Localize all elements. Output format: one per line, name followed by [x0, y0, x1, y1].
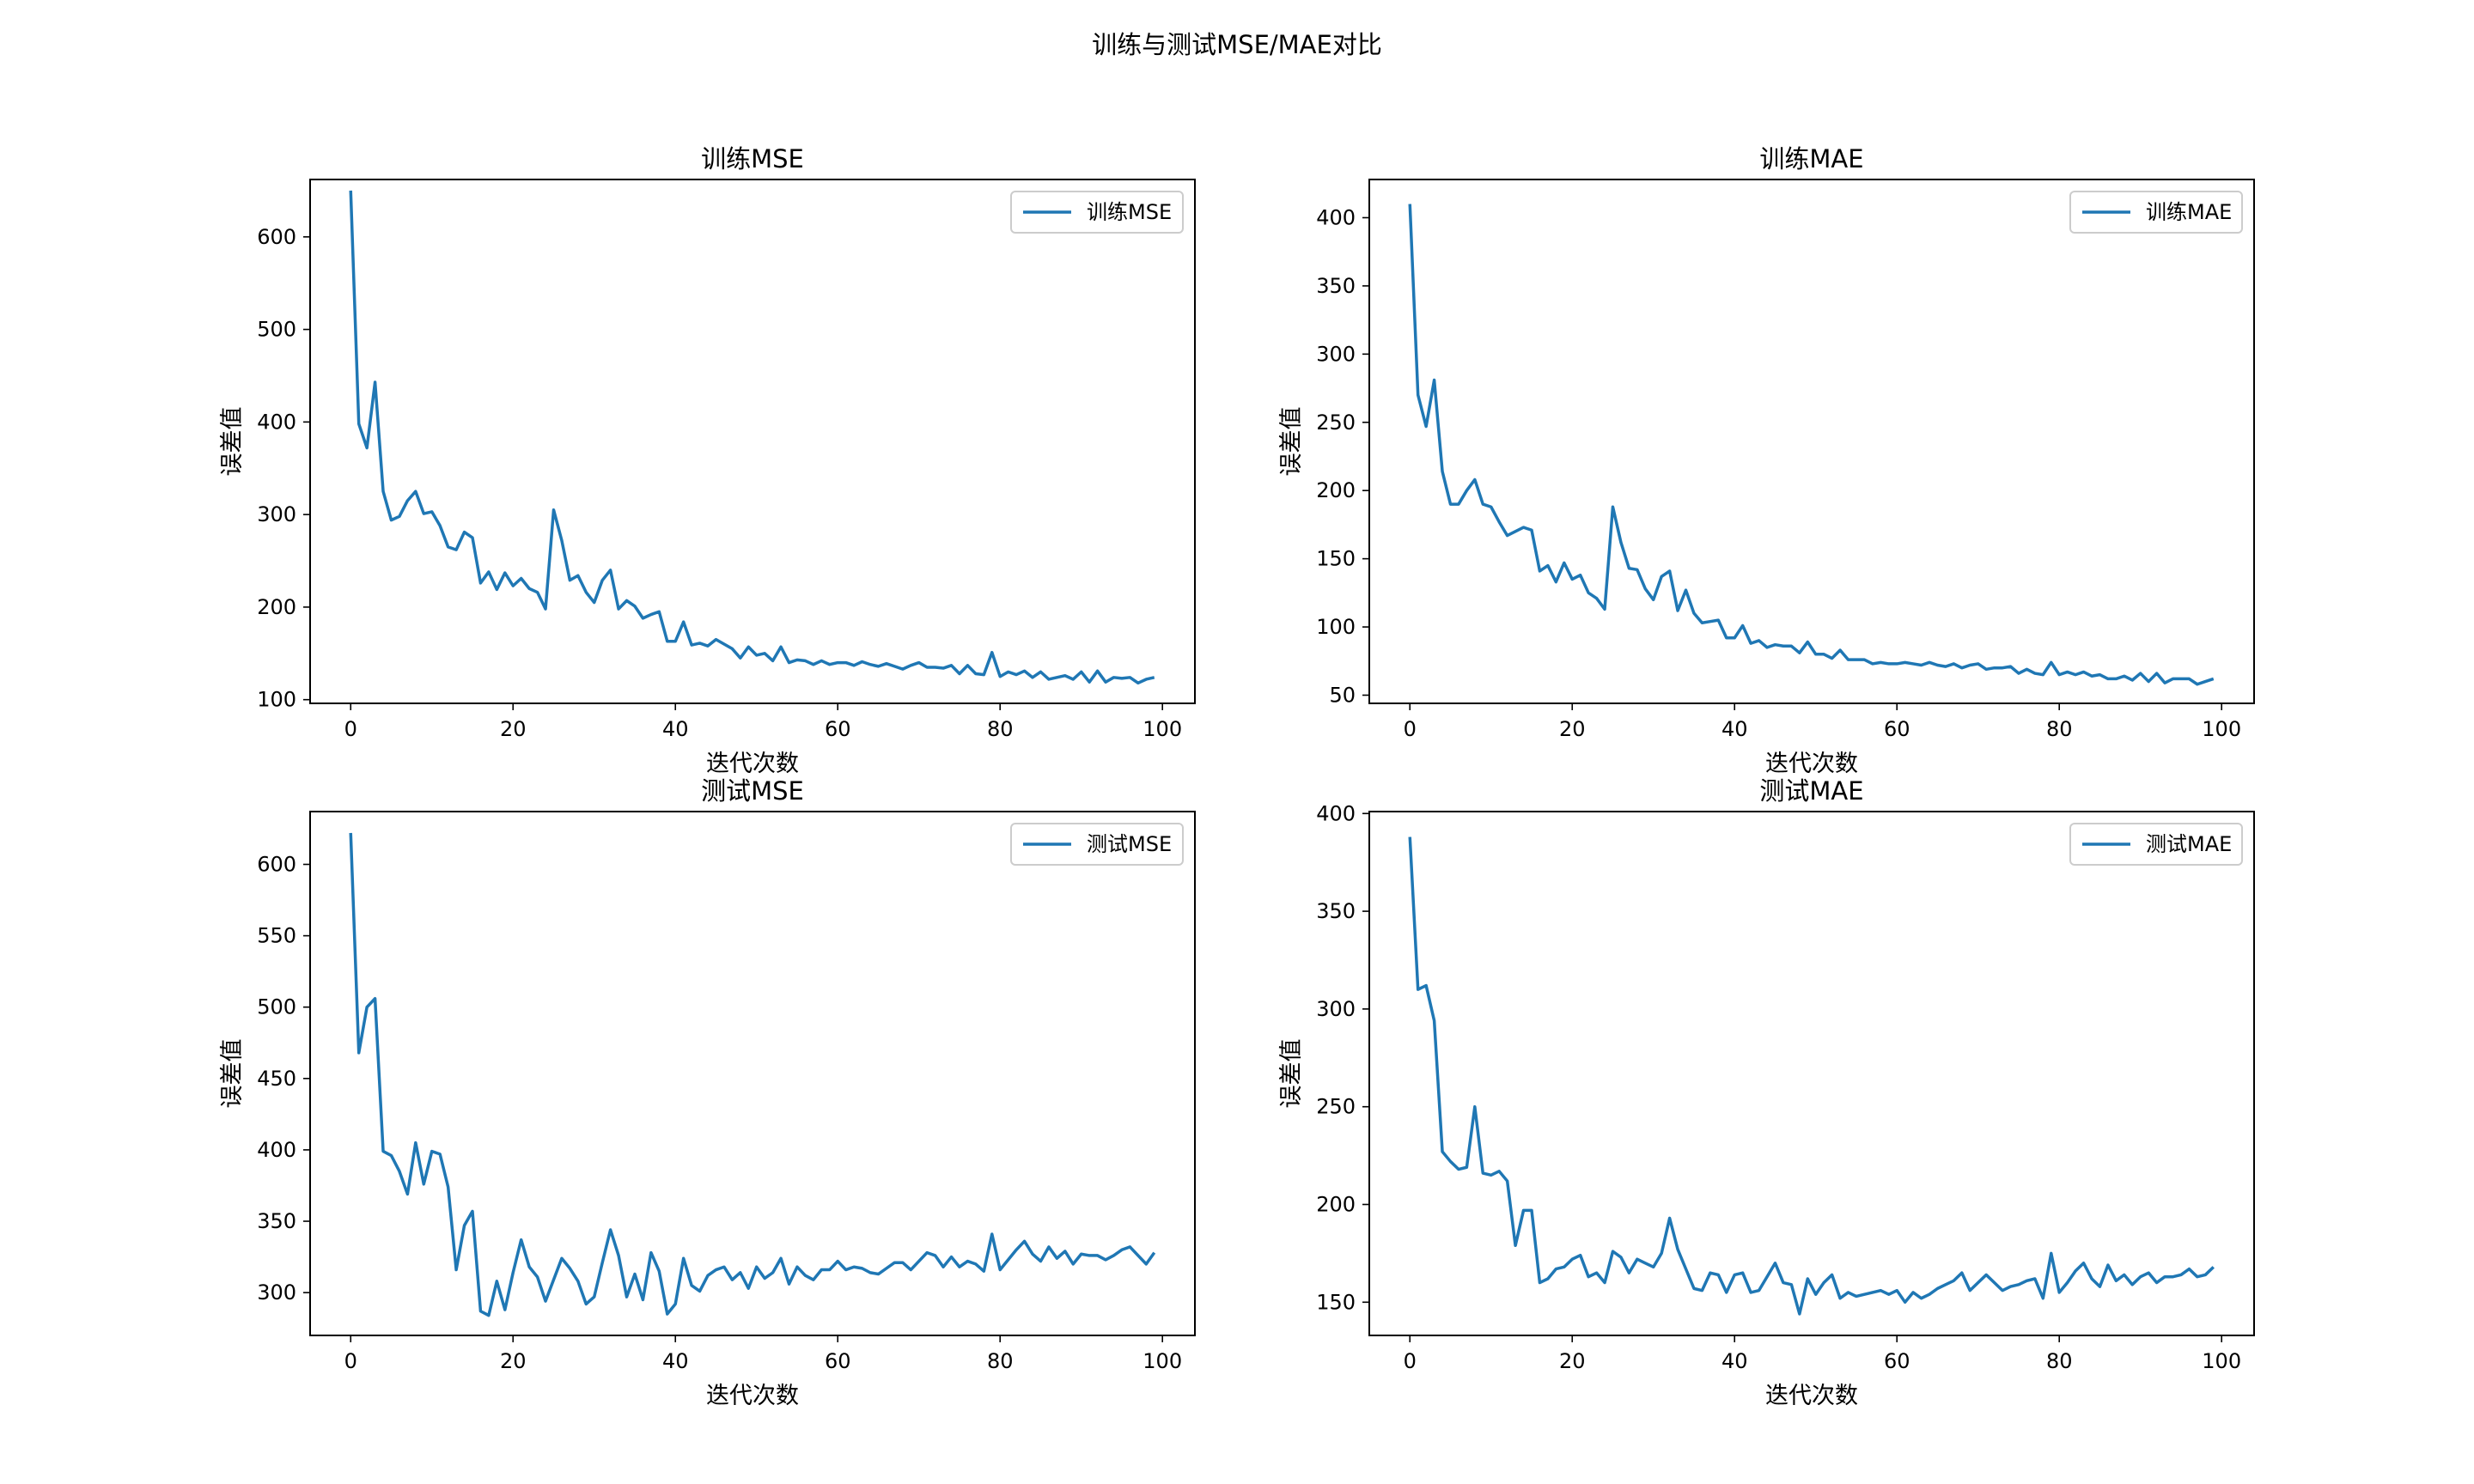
- test-mae-ytick-label: 350: [1316, 899, 1356, 923]
- test-mae-xtick-label: 80: [2046, 1349, 2073, 1373]
- test-mse-legend: 测试MSE: [1010, 823, 1184, 866]
- test-mse-ytick-label: 400: [257, 1138, 296, 1162]
- train-mae-ytick-label: 250: [1316, 411, 1356, 435]
- test-mse-ytick-label: 500: [257, 995, 296, 1019]
- test-mse-xtick-label: 20: [500, 1349, 527, 1373]
- test-mae-ytick-label: 250: [1316, 1095, 1356, 1119]
- test-mse-ytick-label: 300: [257, 1280, 296, 1305]
- train-mse-xtick-label: 80: [987, 717, 1014, 741]
- test-mae-ytick-label: 400: [1316, 801, 1356, 825]
- test-mse-xtick-label: 40: [662, 1349, 689, 1373]
- test-mae-xtick-label: 0: [1404, 1349, 1417, 1373]
- test-mae-series-line: [1408, 836, 2215, 1316]
- test-mse-axes-frame: [309, 811, 1196, 1336]
- train-mse-xtick-label: 60: [825, 717, 851, 741]
- test-mse-legend-label: 测试MSE: [1087, 832, 1172, 856]
- train-mae-ytick-label: 150: [1316, 547, 1356, 571]
- train-mse-legend-box: [1010, 191, 1184, 234]
- train-mae-xtick-label: 0: [1404, 717, 1417, 741]
- train-mae-ylabel: 误差值: [1278, 407, 1305, 477]
- train-mse-ylabel: 误差值: [219, 407, 246, 477]
- test-mae-legend-box: [2069, 823, 2243, 866]
- test-mse-ytick-label: 450: [257, 1067, 296, 1091]
- train-mse-ytick-label: 400: [257, 410, 296, 434]
- test-mae-xtick-label: 40: [1721, 1349, 1748, 1373]
- test-mse-ylabel: 误差值: [219, 1039, 246, 1109]
- train-mae-ytick-label: 100: [1316, 615, 1356, 639]
- test-mae-title: 测试MAE: [1759, 776, 1863, 806]
- test-mse-ytick-label: 350: [257, 1209, 296, 1233]
- train-mae-ytick-label: 50: [1329, 683, 1356, 707]
- train-mse-ytick-label: 200: [257, 595, 296, 619]
- train-mae-panel: 训练MAE 0 20 40 60 80 100 50 100 150 200 250 300 350 400…: [1278, 144, 2255, 777]
- train-mae-legend: 训练MAE: [2069, 191, 2243, 234]
- test-mse-series-line: [349, 832, 1156, 1317]
- test-mae-ytick-label: 200: [1316, 1193, 1356, 1217]
- test-mae-legend: 测试MAE: [2069, 823, 2243, 866]
- test-mae-ylabel: 误差值: [1278, 1039, 1305, 1109]
- train-mse-axes-frame: [309, 179, 1196, 704]
- train-mse-ytick-label: 300: [257, 502, 296, 526]
- train-mae-legend-box: [2069, 191, 2243, 234]
- train-mse-panel: 训练MSE 0 20 40 60 80 100 100 200 300 400 500 600 迭代次数 误…: [219, 144, 1196, 777]
- test-mae-ytick-label: 150: [1316, 1290, 1356, 1314]
- train-mae-series-line: [1408, 204, 2215, 686]
- train-mse-xtick-label: 20: [500, 717, 527, 741]
- train-mse-ytick-label: 600: [257, 225, 296, 249]
- train-mae-ytick-label: 350: [1316, 274, 1356, 298]
- test-mse-xtick-label: 100: [1143, 1349, 1182, 1373]
- train-mae-axes-frame: [1368, 179, 2255, 704]
- train-mse-series-line: [349, 190, 1155, 685]
- train-mae-title: 训练MAE: [1759, 144, 1863, 173]
- test-mse-panel: 测试MSE 0 20 40 60 80 100 300 350 400 450 500 550 600 迭代…: [219, 776, 1196, 1409]
- test-mse-xtick-label: 60: [825, 1349, 851, 1373]
- train-mse-xlabel: 迭代次数: [706, 751, 799, 777]
- test-mse-xtick-label: 80: [987, 1349, 1014, 1373]
- train-mse-xtick-label: 40: [662, 717, 689, 741]
- test-mse-xtick-label: 0: [344, 1349, 357, 1373]
- train-mse-xtick-label: 0: [344, 717, 357, 741]
- train-mae-ytick-label: 400: [1316, 205, 1356, 229]
- test-mse-xlabel: 迭代次数: [706, 1383, 799, 1409]
- test-mae-legend-label: 测试MAE: [2146, 832, 2232, 856]
- train-mae-ytick-label: 200: [1316, 478, 1356, 502]
- test-mae-xtick-label: 60: [1884, 1349, 1910, 1373]
- test-mse-ytick-label: 600: [257, 852, 296, 876]
- test-mae-xlabel: 迭代次数: [1765, 1383, 1858, 1409]
- train-mse-xtick-label: 100: [1143, 717, 1182, 741]
- train-mae-xtick-label: 20: [1559, 717, 1586, 741]
- train-mse-ytick-label: 500: [257, 318, 296, 342]
- test-mae-xtick-label: 20: [1559, 1349, 1586, 1373]
- train-mae-xtick-label: 100: [2202, 717, 2241, 741]
- figure-suptitle: 训练与测试MSE/MAE对比: [1092, 30, 1382, 59]
- test-mae-ytick-label: 300: [1316, 997, 1356, 1021]
- train-mse-legend-label: 训练MSE: [1087, 200, 1172, 224]
- test-mae-axes-frame: [1368, 811, 2255, 1336]
- train-mae-xtick-label: 60: [1884, 717, 1910, 741]
- test-mae-panel: 测试MAE 0 20 40 60 80 100 150 200 250 300 350 400 迭代次数 误…: [1278, 776, 2255, 1409]
- train-mae-legend-label: 训练MAE: [2146, 200, 2232, 224]
- train-mse-ytick-label: 100: [257, 688, 296, 712]
- train-mae-xtick-label: 80: [2046, 717, 2073, 741]
- train-mae-ytick-label: 300: [1316, 342, 1356, 366]
- test-mse-ytick-label: 550: [257, 924, 296, 948]
- train-mse-title: 训练MSE: [701, 144, 804, 173]
- test-mae-xtick-label: 100: [2202, 1349, 2241, 1373]
- train-mae-xtick-label: 40: [1721, 717, 1748, 741]
- test-mse-legend-box: [1010, 823, 1184, 866]
- train-mse-legend: 训练MSE: [1010, 191, 1184, 234]
- test-mse-title: 测试MSE: [701, 776, 804, 806]
- train-mae-xlabel: 迭代次数: [1765, 751, 1858, 777]
